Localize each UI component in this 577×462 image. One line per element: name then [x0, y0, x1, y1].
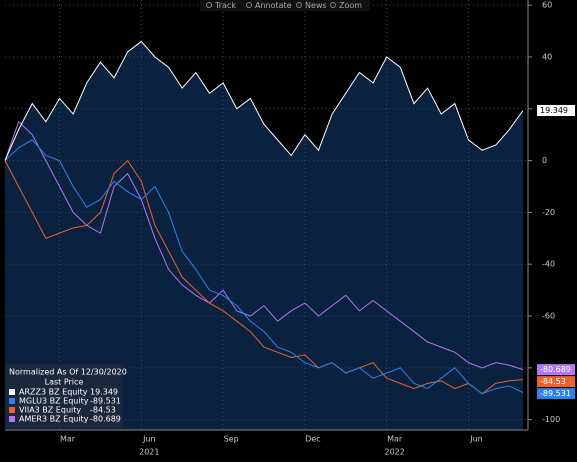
toolbar-icon	[330, 2, 336, 8]
legend-entry: ARZZ3 BZ Equity	[19, 388, 88, 397]
legend-value: -84.53	[90, 406, 116, 415]
toolbar-icon	[296, 2, 302, 8]
area	[5, 41, 523, 431]
toolbar-bg	[200, 0, 370, 11]
y-tick-label: 60	[542, 1, 552, 10]
legend-title: Normalized As Of 12/30/2020	[9, 368, 127, 377]
toolbar-icon	[206, 2, 212, 8]
last-value-label: -89.531	[540, 389, 571, 398]
x-tick-label: Jun	[469, 435, 483, 444]
series-line	[4, 40, 524, 161]
toolbar-icon	[246, 2, 252, 8]
last-value-label: 19.349	[540, 106, 568, 115]
y-tick-label: -60	[542, 312, 555, 321]
last-value-box	[537, 388, 575, 400]
toolbar-button[interactable]: Annotate	[255, 1, 292, 10]
legend-value: -89.531	[90, 397, 121, 406]
legend-value: -80.689	[90, 415, 121, 424]
y-tick-label: 0	[542, 156, 547, 165]
legend-swatch	[9, 407, 15, 413]
legend-entry: AMER3 BZ Equity	[19, 415, 89, 424]
last-value-box	[537, 104, 575, 116]
x-tick-label: Mar	[387, 435, 403, 444]
y-tick-label: -100	[542, 415, 560, 424]
last-value-label: -80.689	[540, 365, 571, 374]
last-value-label: -84.53	[540, 377, 566, 386]
legend-box	[5, 364, 123, 428]
x-tick-label: Dec	[305, 435, 320, 444]
series-line	[4, 120, 524, 371]
legend-swatch	[9, 398, 15, 404]
legend-swatch	[9, 389, 15, 395]
year-label: 2021	[139, 448, 159, 457]
x-tick-label: Jun	[142, 435, 156, 444]
last-value-box	[537, 376, 575, 388]
legend-entry: VIIA3 BZ Equity	[19, 406, 81, 415]
y-tick-label: 40	[542, 52, 552, 61]
legend-swatch	[9, 416, 15, 422]
toolbar-button[interactable]: Track	[214, 1, 236, 10]
series-line	[4, 139, 524, 395]
last-value-box	[537, 364, 575, 376]
y-tick-label: -20	[542, 208, 555, 217]
x-tick-label: Sep	[224, 435, 239, 444]
year-label: 2022	[385, 448, 405, 457]
y-tick-label: -40	[542, 260, 555, 269]
toolbar-button[interactable]: Zoom	[339, 1, 362, 10]
legend-subtitle: Last Price	[45, 378, 84, 387]
x-tick-label: Mar	[60, 435, 76, 444]
legend-entry: MGLU3 BZ Equity	[19, 397, 89, 406]
toolbar-button[interactable]: News	[305, 1, 327, 10]
legend-value: 19.349	[90, 388, 118, 397]
